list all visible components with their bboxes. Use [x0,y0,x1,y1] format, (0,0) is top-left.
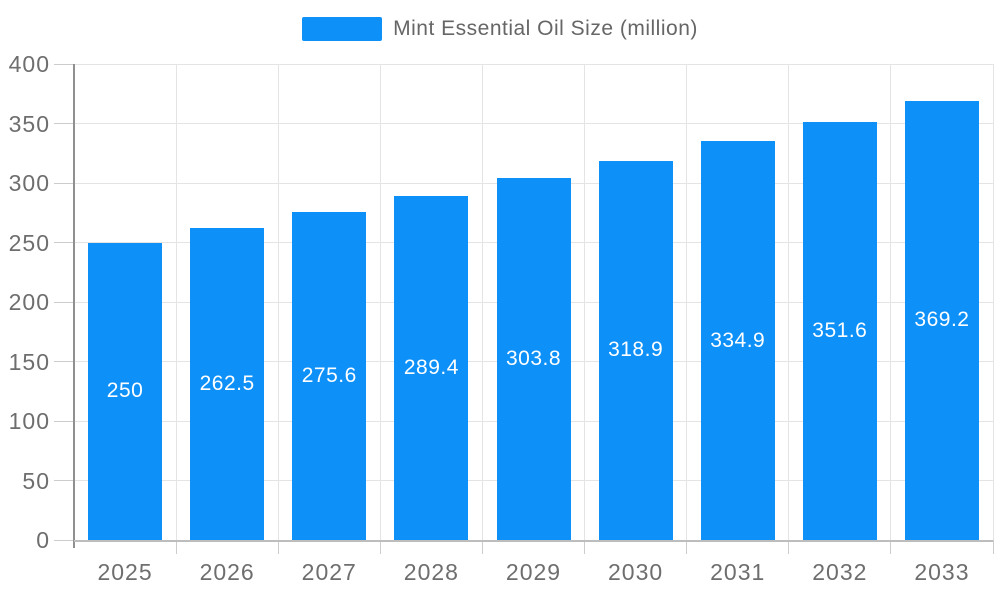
y-axis-tick-label: 400 [8,51,50,77]
y-axis-tick [54,242,74,243]
y-axis-tick-label: 250 [8,229,50,256]
x-axis-tick [788,540,790,554]
x-axis-tick-label: 2033 [914,559,970,585]
y-axis-tick [54,182,74,184]
bar-value-label: 275.6 [301,364,357,388]
x-axis-tick [175,540,177,554]
x-axis-line [74,540,993,542]
bar [700,141,775,540]
y-axis-tick-label: 100 [8,408,50,434]
x-axis-tick [277,540,279,554]
y-axis-tick-label: 200 [8,289,50,315]
x-axis-tick [481,540,483,554]
y-axis-tick [54,361,74,362]
legend-swatch [302,17,383,41]
bar-value-label: 351.6 [812,318,868,342]
y-axis-tick-label: 350 [8,110,50,137]
y-axis-tick-label: 150 [8,348,50,375]
legend[interactable]: Mint Essential Oil Size (million) [0,17,1000,41]
bar-value-label: 262.5 [199,371,255,395]
x-axis-tick-label: 2031 [710,559,766,585]
x-axis-tick-label: 2029 [505,559,562,585]
y-axis-tick [54,480,74,481]
y-axis-tick [54,301,74,303]
y-axis-tick [54,63,74,65]
y-axis-tick [54,420,74,422]
gridline-vertical [890,64,892,540]
bar [394,195,469,540]
bar-value-label: 303.8 [505,347,562,371]
bar [292,212,367,540]
gridline-vertical [175,64,177,540]
bar-value-label: 289.4 [403,355,459,379]
x-axis-tick [584,540,586,554]
y-axis-line [73,64,75,548]
x-axis-tick-label: 2028 [403,559,459,585]
bar-value-label: 250 [106,379,144,403]
gridline-horizontal [74,123,993,124]
bar [904,100,979,540]
legend-label: Mint Essential Oil Size (million) [393,17,698,40]
x-axis-tick [890,540,892,554]
gridline-vertical [379,64,381,540]
x-axis-tick [686,540,688,554]
y-axis-tick-label: 300 [8,170,50,196]
gridline-vertical [686,64,688,540]
gridline-horizontal [74,63,993,65]
gridline-vertical [992,64,994,540]
bar [88,242,163,540]
gridline-vertical [481,64,483,540]
gridline-vertical [277,64,279,540]
bar-value-label: 318.9 [608,338,664,362]
x-axis-tick-label: 2027 [301,559,357,585]
y-axis-tick [54,123,74,124]
gridline-vertical [788,64,790,540]
y-axis-tick [54,539,74,541]
x-axis-tick [379,540,381,554]
y-axis-tick-label: 50 [22,467,50,494]
bar-value-label: 334.9 [710,328,766,352]
x-axis-tick-label: 2026 [199,559,255,585]
y-axis-tick-label: 0 [36,527,50,553]
bar [802,121,877,540]
x-axis-tick-label: 2030 [608,559,664,585]
bar [496,178,571,540]
gridline-vertical [584,64,586,540]
bar-value-label: 369.2 [914,308,970,332]
x-axis-tick-label: 2032 [812,559,868,585]
bar [190,227,265,540]
bar [598,160,673,540]
x-axis-tick-label: 2025 [97,559,153,585]
x-axis-tick [992,540,994,554]
